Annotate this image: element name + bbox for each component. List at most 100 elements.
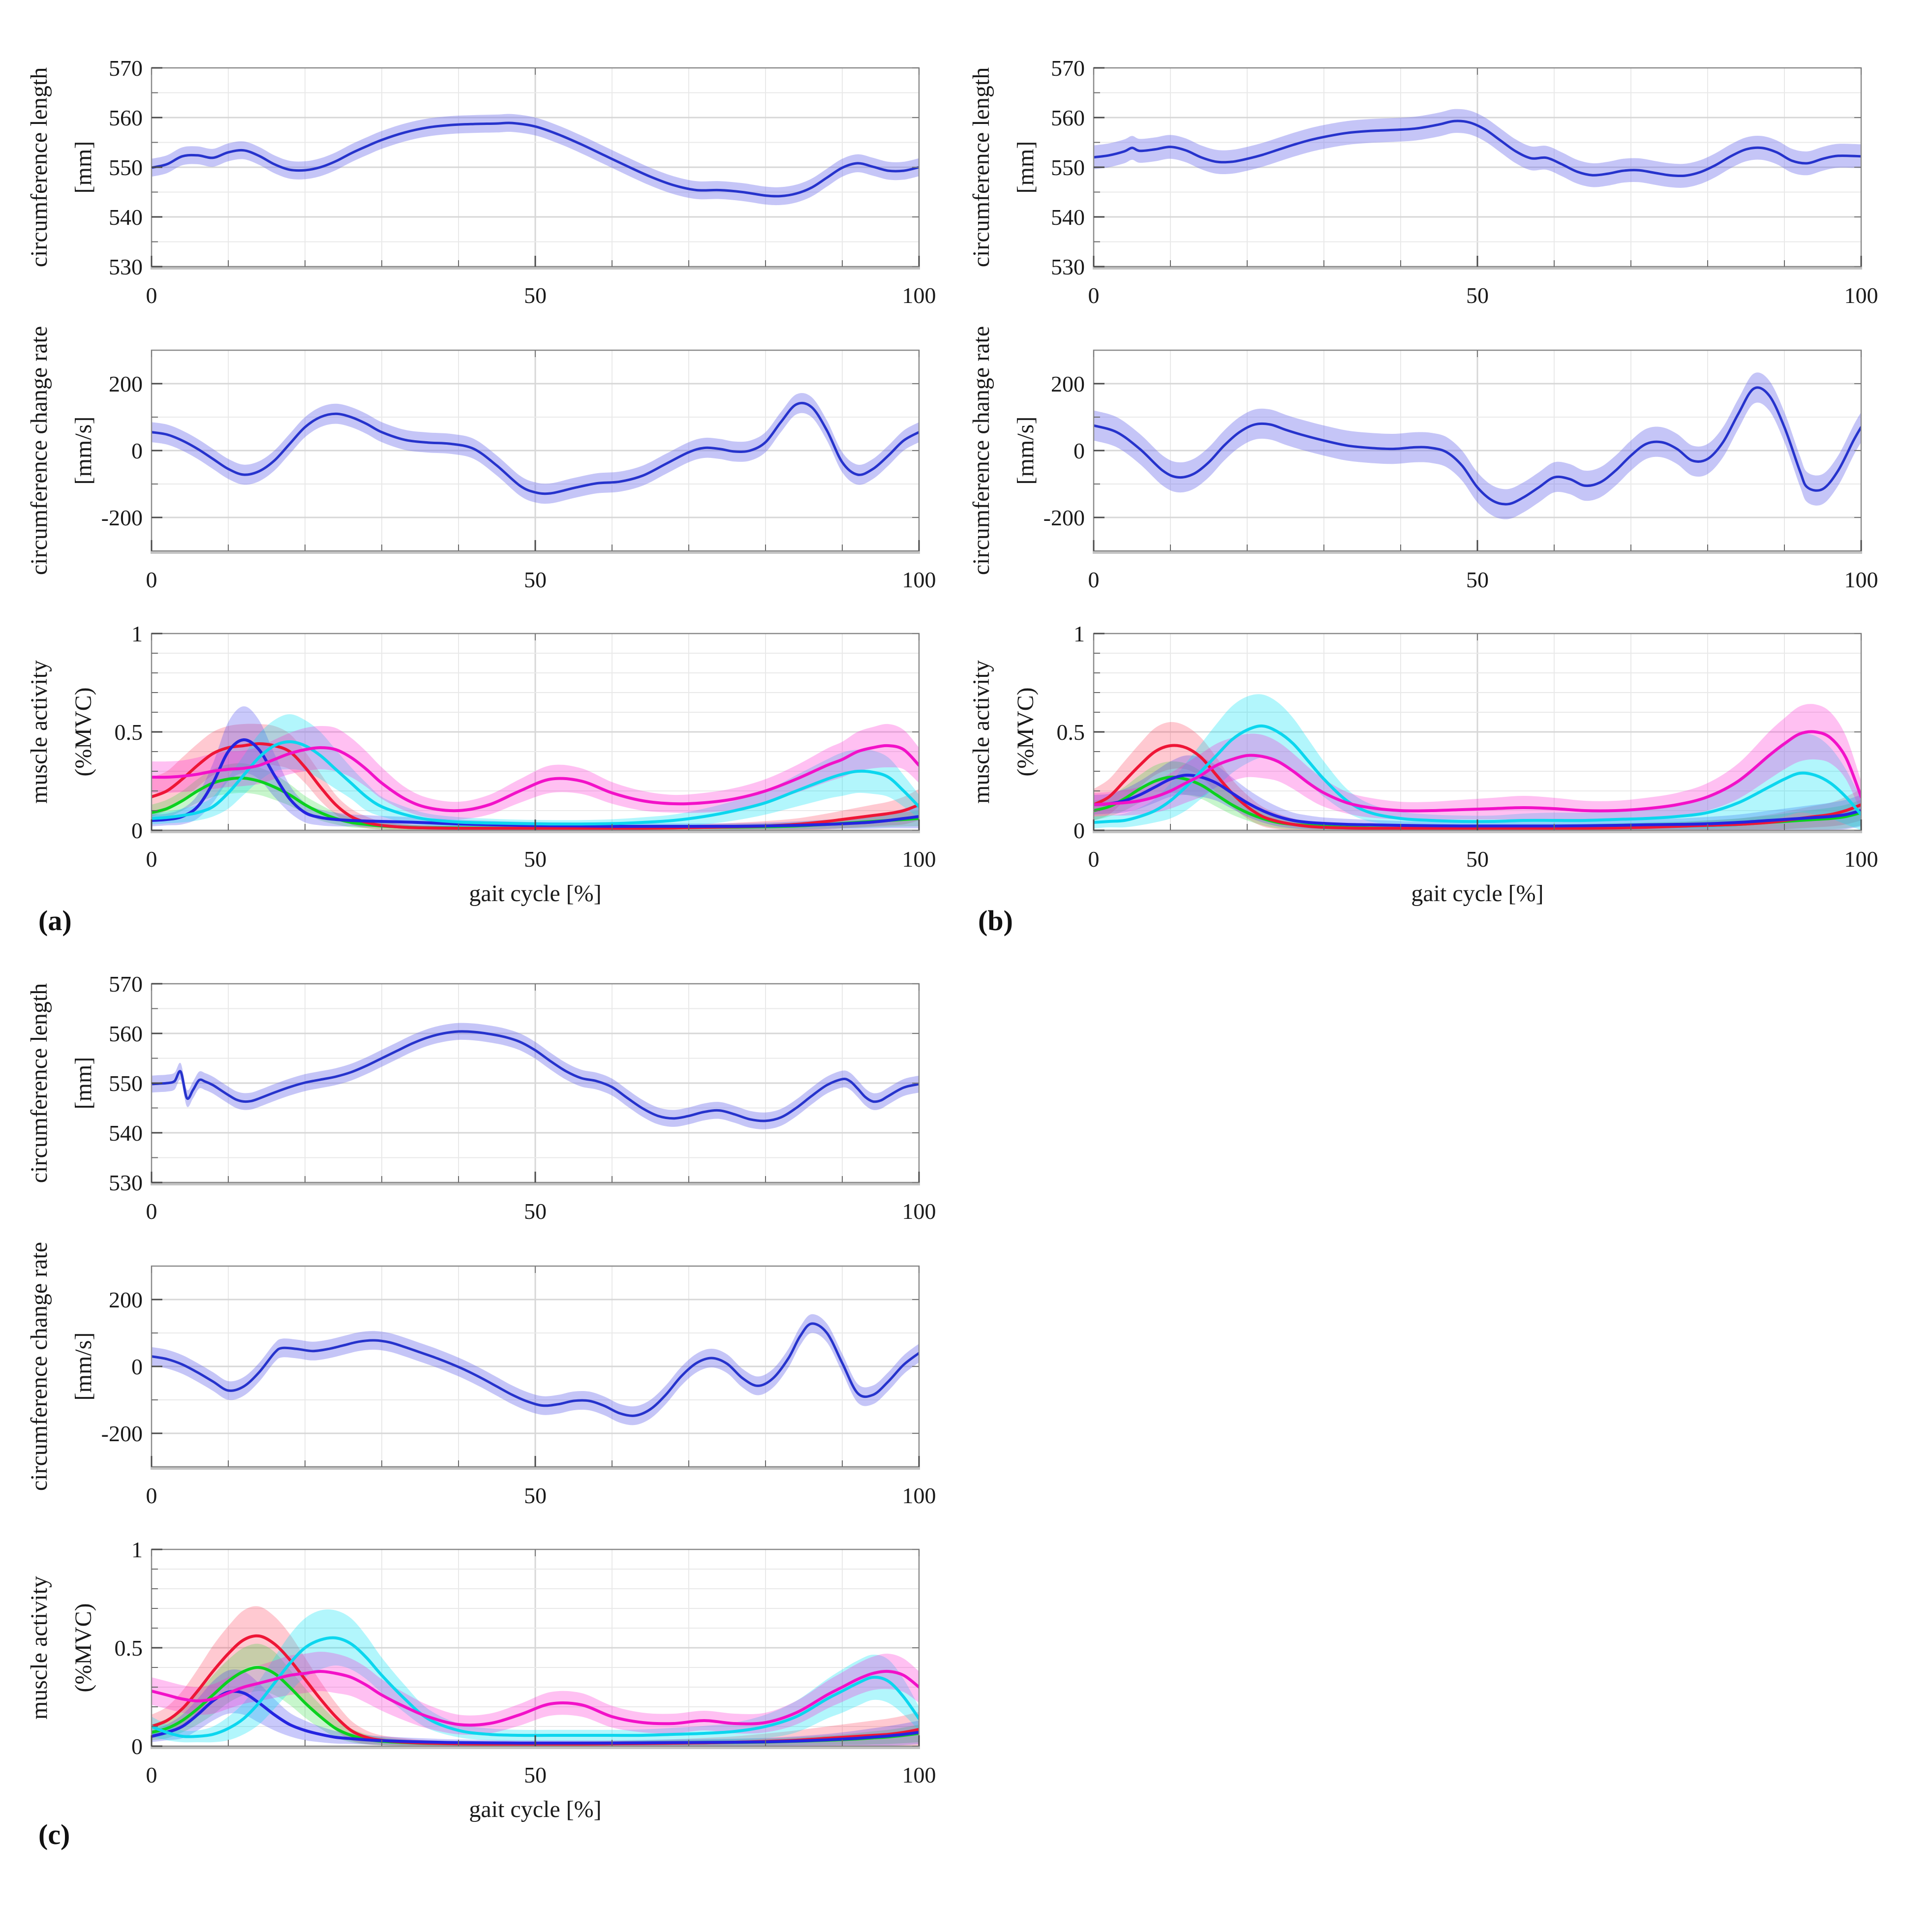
x-tick-label: 50 — [524, 567, 547, 592]
y-tick-label: 560 — [1051, 105, 1085, 130]
y-axis-label-line2: [mm] — [1012, 141, 1039, 194]
x-tick-label: 0 — [1088, 283, 1100, 308]
y-axis-label-line1: circumference length — [26, 983, 52, 1183]
x-tick-label: 50 — [524, 1762, 547, 1787]
y-axis-label-line2: [mm/s] — [70, 417, 96, 485]
circumference-length-mean-line — [1094, 120, 1861, 178]
x-tick-label: 50 — [524, 847, 547, 872]
y-axis-label-line2: [mm/s] — [1012, 417, 1039, 485]
y-tick-label: 530 — [1051, 254, 1085, 279]
x-tick-label: 0 — [146, 1199, 157, 1224]
y-tick-label: 200 — [1051, 371, 1085, 396]
y-axis-label-line1: circumference length — [26, 67, 52, 267]
muscle-red-band — [152, 724, 919, 830]
x-tick-label: 100 — [902, 567, 936, 592]
y-tick-label: -200 — [101, 1421, 143, 1446]
y-tick-label: 560 — [109, 1021, 143, 1046]
panel-b-chart-2: 0 50 100 -200 0 200 circumference change rate [… — [968, 326, 1878, 592]
panel-a-chart-2: 0 50 100 -200 0 200 circumference change rate [… — [26, 326, 936, 592]
x-tick-label: 100 — [902, 1483, 936, 1508]
x-axis-label: gait cycle [%] — [469, 880, 601, 907]
circumference-change-rate-mean-line — [152, 1322, 919, 1417]
muscle-magenta-line — [1094, 730, 1861, 813]
panel-a-chart-3: 0 50 100 0 0.5 1 muscle activity (%MVC) gait cyc… — [26, 621, 936, 907]
y-axis-label-line1: muscle activity — [968, 660, 994, 804]
y-tick-label: 1 — [131, 1537, 143, 1562]
muscle-magenta-line — [152, 744, 919, 813]
y-tick-label: 570 — [109, 56, 143, 81]
x-tick-label: 0 — [146, 567, 157, 592]
x-tick-label: 0 — [146, 1483, 157, 1508]
y-tick-label: 0 — [131, 438, 143, 463]
x-tick-label: 100 — [1844, 847, 1878, 872]
y-tick-label: 200 — [109, 371, 143, 396]
y-tick-label: -200 — [1043, 505, 1085, 530]
panel-label-b: (b) — [978, 905, 1013, 937]
y-tick-label: 0 — [1073, 818, 1085, 843]
y-axis-label-line1: muscle activity — [26, 1576, 52, 1720]
circumference-length-mean-line — [152, 1030, 919, 1122]
y-axis-label-line1: circumference change rate — [968, 326, 994, 575]
y-axis-label-line1: circumference length — [968, 67, 994, 267]
muscle-cyan-band — [152, 1609, 919, 1743]
y-axis-label-line2: [mm/s] — [70, 1332, 96, 1401]
x-tick-label: 50 — [1466, 283, 1489, 308]
y-axis-label-line2: [mm] — [70, 141, 96, 194]
muscle-red-band — [152, 1606, 919, 1746]
y-tick-label: 1 — [1073, 621, 1085, 646]
panel-c-chart-2: 0 50 100 -200 0 200 circumference change rate [… — [26, 1242, 936, 1508]
y-tick-label: 0.5 — [1057, 720, 1085, 745]
circumference-change-rate-mean-line — [152, 401, 919, 495]
muscle-cyan-line — [152, 740, 919, 826]
y-tick-label: 530 — [109, 1170, 143, 1195]
muscle-cyan-band — [152, 714, 919, 828]
x-axis-label: gait cycle [%] — [469, 1796, 601, 1822]
muscle-cyan-line — [1094, 724, 1861, 824]
x-tick-label: 50 — [524, 1483, 547, 1508]
x-tick-label: 0 — [1088, 567, 1100, 592]
circumference-length-mean-band — [1094, 109, 1861, 188]
x-tick-label: 50 — [524, 1199, 547, 1224]
y-tick-label: 540 — [109, 205, 143, 230]
y-tick-label: 1 — [131, 621, 143, 646]
y-tick-label: 570 — [1051, 56, 1085, 81]
x-tick-label: 100 — [1844, 283, 1878, 308]
panel-label-c: (c) — [38, 1818, 70, 1850]
x-axis-label: gait cycle [%] — [1411, 880, 1543, 907]
x-tick-label: 0 — [146, 283, 157, 308]
muscle-cyan-line — [152, 1636, 919, 1738]
muscle-magenta-band — [152, 724, 919, 820]
x-tick-label: 50 — [524, 283, 547, 308]
muscle-magenta-band — [152, 1652, 919, 1735]
x-tick-label: 50 — [1466, 847, 1489, 872]
panel-c-chart-3: 0 50 100 0 0.5 1 muscle activity (%MVC) gait cyc… — [26, 1537, 936, 1822]
y-tick-label: 550 — [109, 155, 143, 180]
circumference-change-rate-mean-band — [1094, 372, 1861, 519]
circumference-length-mean-band — [152, 114, 919, 206]
y-tick-label: 560 — [109, 105, 143, 130]
y-tick-label: -200 — [101, 505, 143, 530]
circumference-change-rate-mean-band — [152, 1314, 919, 1425]
y-tick-label: 0 — [131, 1734, 143, 1759]
circumference-length-mean-line — [152, 121, 919, 198]
y-tick-label: 0 — [131, 818, 143, 843]
panel-c-chart-1: 0 50 100 530 540 550 560 570 circumference lengt… — [26, 971, 936, 1224]
circumference-change-rate-mean-band — [152, 393, 919, 504]
y-axis-label-line2: (%MVC) — [70, 687, 96, 776]
x-tick-label: 50 — [1466, 567, 1489, 592]
muscle-green-band — [1094, 761, 1861, 830]
muscle-magenta-line — [152, 1669, 919, 1727]
x-tick-label: 100 — [902, 847, 936, 872]
y-tick-label: 0 — [131, 1354, 143, 1379]
x-tick-label: 100 — [902, 283, 936, 308]
panel-a-chart-1: 0 50 100 530 540 550 560 570 circumference lengt… — [26, 56, 936, 308]
circumference-length-mean-band — [152, 1023, 919, 1130]
y-axis-label-line1: circumference change rate — [26, 326, 52, 575]
y-tick-label: 550 — [109, 1071, 143, 1096]
y-tick-label: 0 — [1073, 438, 1085, 463]
panel-b-chart-3: 0 50 100 0 0.5 1 muscle activity (%MVC) gait cyc… — [968, 621, 1878, 907]
x-tick-label: 0 — [146, 1762, 157, 1787]
muscle-blue-band — [1094, 755, 1861, 830]
